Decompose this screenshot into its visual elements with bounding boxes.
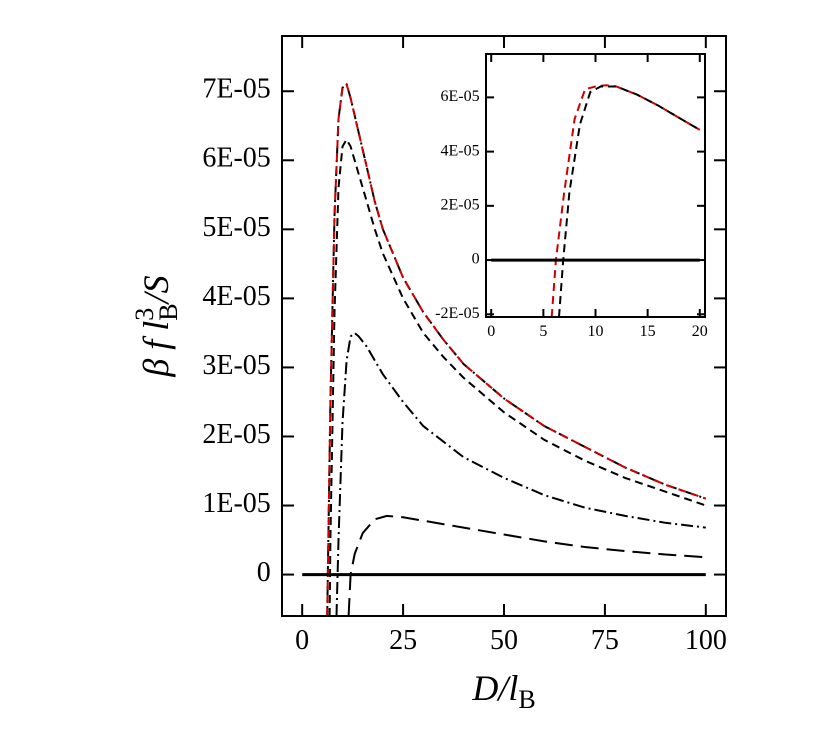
x-label-sub: B [518,685,535,714]
y-axis-label: β f l3B/S [130,275,183,377]
y-tick-label: 5E-05 [202,212,270,243]
y-tick-label: 0 [257,557,271,588]
x-label-main: D/l [471,668,518,708]
data-line [335,331,706,617]
y-tick-label: 7E-05 [202,74,270,105]
y-tick-label: 4E-05 [202,281,270,312]
y-tick-label: 2E-05 [202,419,270,450]
x-tick-label: 75 [591,625,619,656]
x-tick-label: 25 [389,625,417,656]
data-line [558,85,701,318]
y-tick-label: 3E-05 [202,350,270,381]
y-label-main: β f l [136,321,176,378]
data-line [328,137,707,617]
y-label-sup: 3 [130,308,159,321]
y-tick-label: 2E-05 [440,197,479,214]
x-tick-label: 0 [295,625,309,656]
x-tick-label: 50 [490,625,518,656]
y-tick-label: 1E-05 [202,488,270,519]
x-axis-label: D/lB [471,668,535,714]
plot: 0 5 10 15 20 -2E-05 0 2E-05 4E-05 6E-05 [435,53,708,340]
y-tick-label: 6E-05 [202,143,270,174]
plot-area [486,54,705,317]
x-tick-label: 100 [685,625,727,656]
y-tick-label: 4E-05 [440,142,479,159]
x-tick-label: 5 [539,323,547,340]
y-tick-label: -2E-05 [435,305,479,322]
y-tick-label: 6E-05 [440,88,479,105]
x-tick-label: 20 [692,323,708,340]
y-label-end: /S [136,275,176,305]
y-tick-label: 0 [472,251,480,268]
x-tick-label: 0 [487,323,495,340]
y-label-sub: B [154,303,183,320]
x-tick-label: 10 [588,323,604,340]
data-line [326,82,707,617]
x-tick-label: 15 [640,323,656,340]
data-line [347,514,706,617]
